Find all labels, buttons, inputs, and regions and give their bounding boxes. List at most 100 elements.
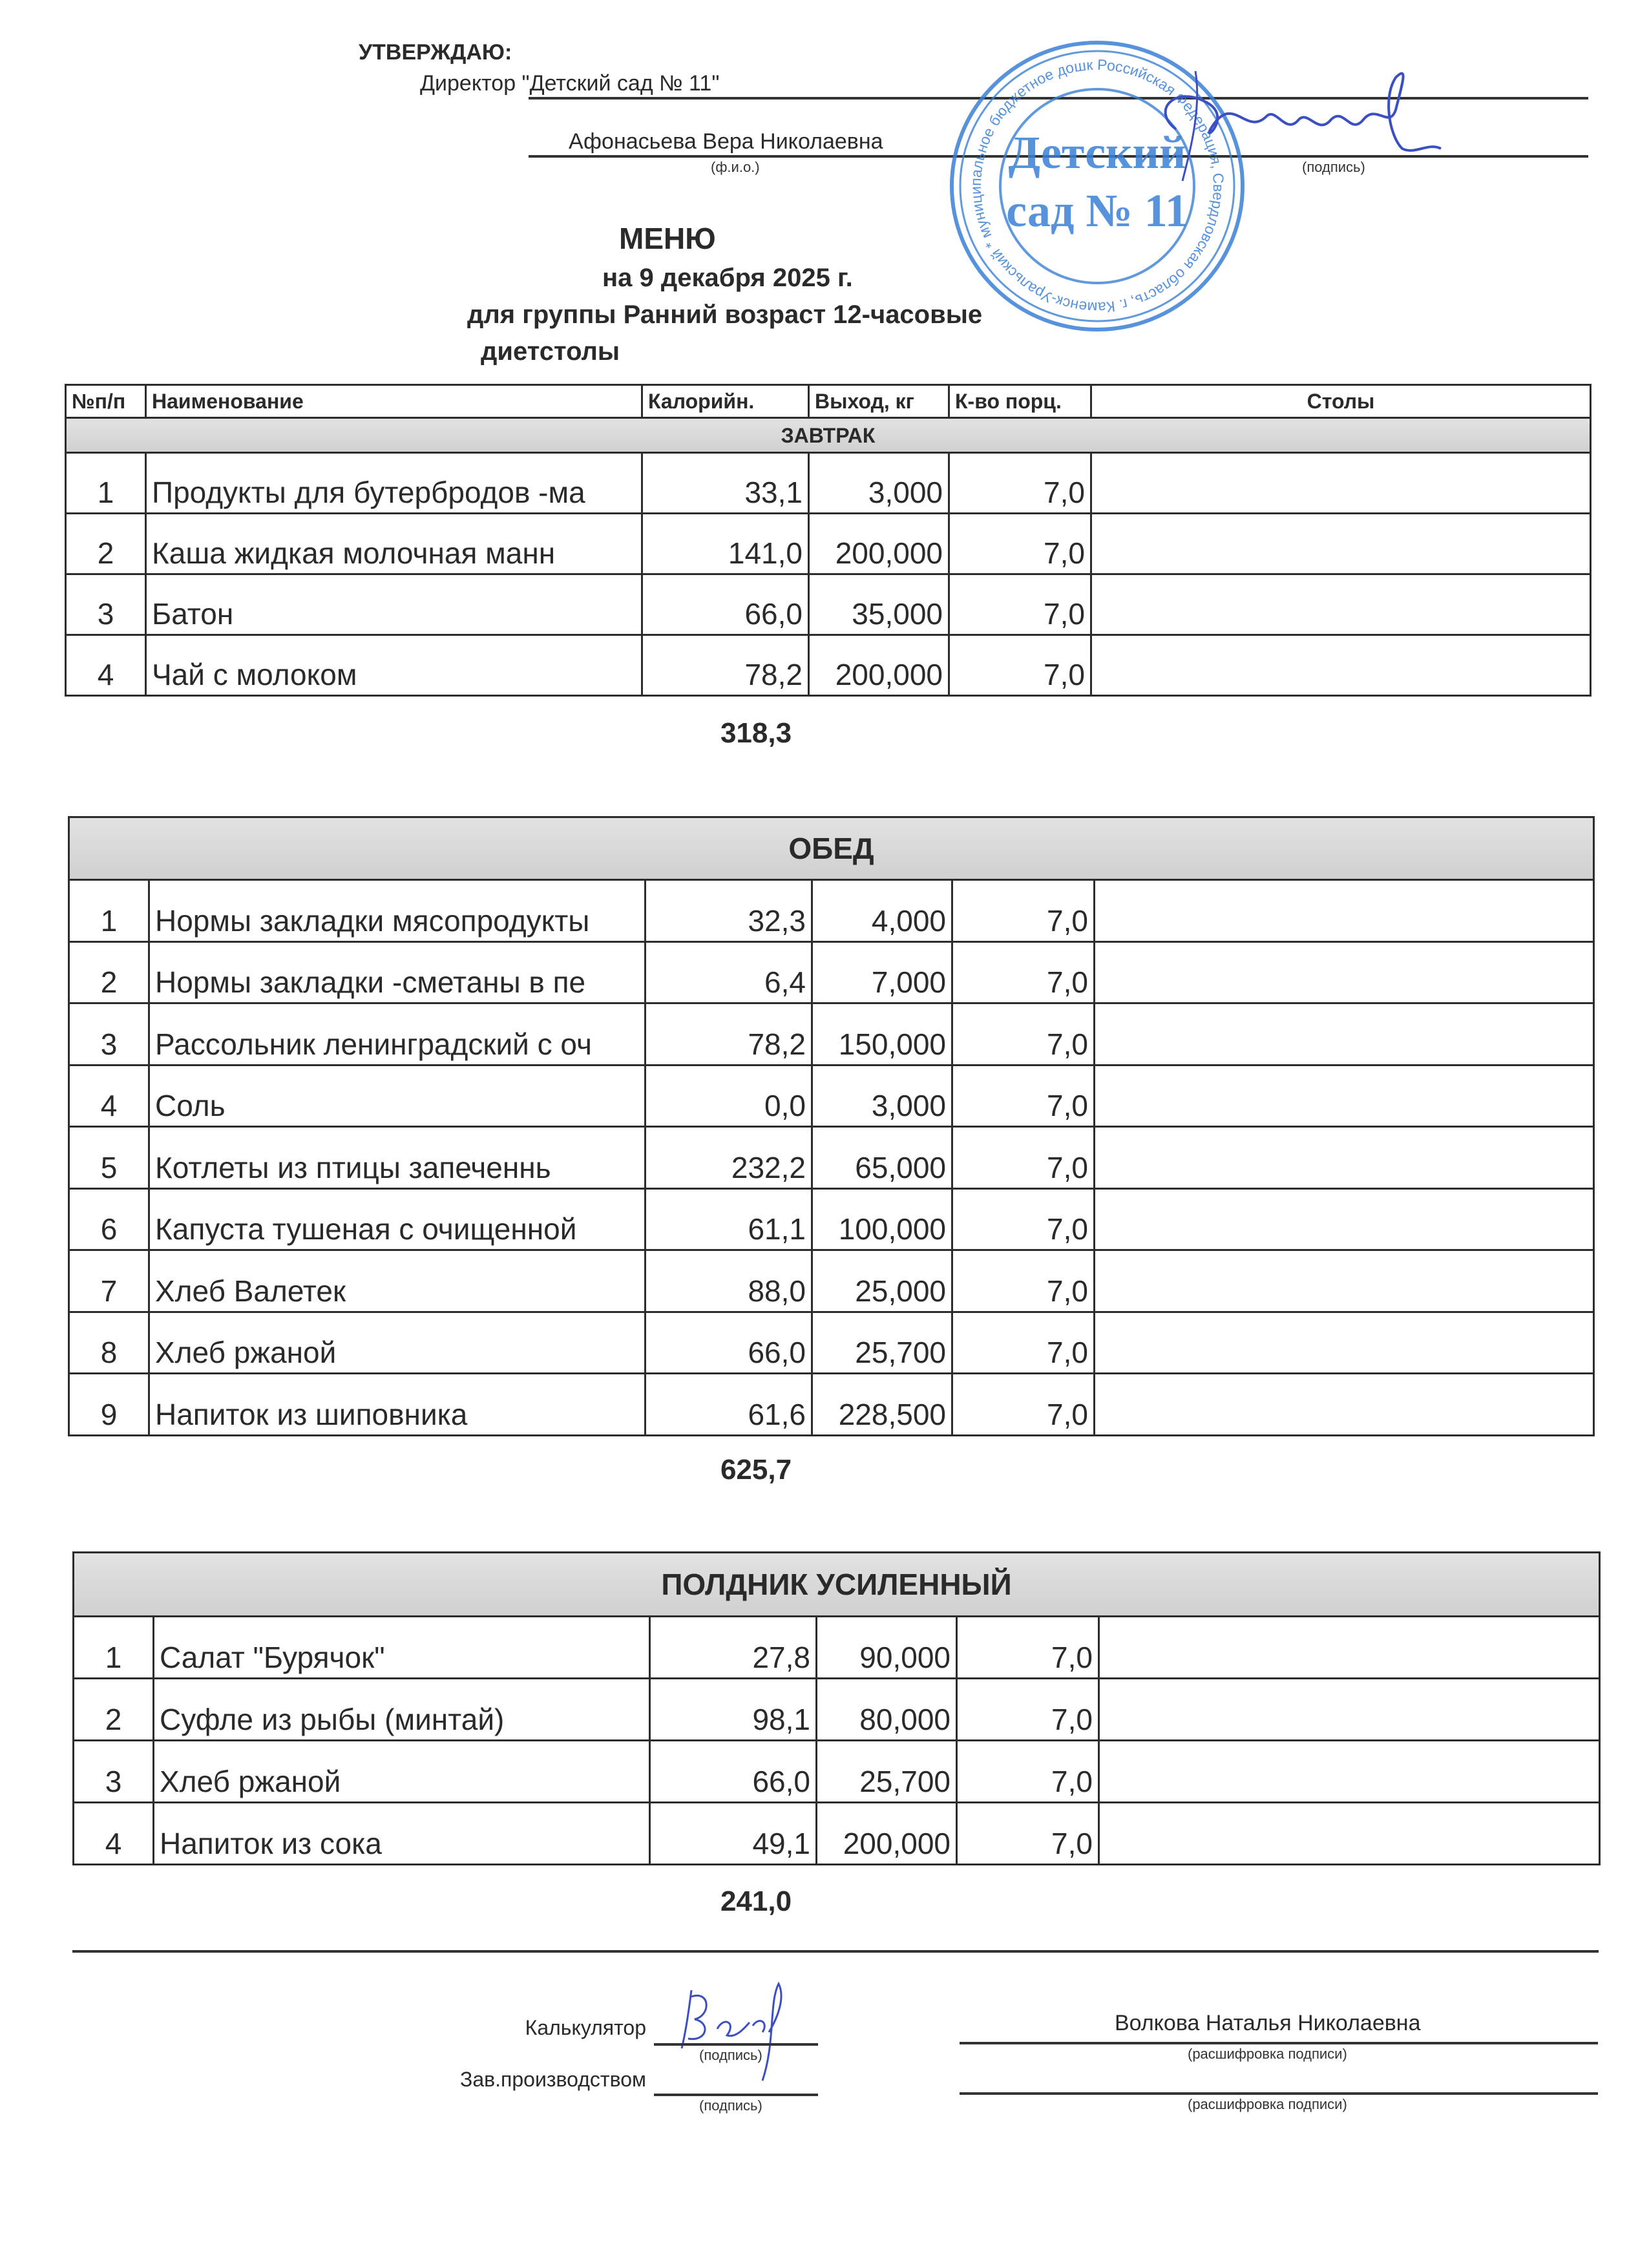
table-row: 1 Салат "Бурячок" 27,8 90,000 7,0	[72, 1615, 1601, 1679]
yield-cell: 90,000	[815, 1615, 958, 1679]
calculator-name: Волкова Наталья Николаевна	[1115, 2011, 1421, 2035]
row-number: 1	[68, 879, 150, 943]
dish-name: Нормы закладки мясопродукты	[148, 879, 646, 943]
portions-cell: 7,0	[948, 512, 1092, 575]
column-header: К-во порц.	[948, 384, 1092, 419]
calories-cell: 66,0	[641, 573, 810, 636]
yield-cell: 3,000	[808, 452, 950, 514]
portions-cell: 7,0	[951, 940, 1095, 1004]
table-row: 1 Продукты для бутербродов -ма 33,1 3,000 7,…	[65, 452, 1591, 514]
calories-cell: 61,1	[644, 1187, 813, 1251]
calculator-name-line	[960, 2042, 1598, 2044]
column-header: Калорийн.	[641, 384, 810, 419]
yield-cell: 100,000	[811, 1187, 953, 1251]
portions-cell: 7,0	[951, 1002, 1095, 1066]
menu-group: для группы Ранний возраст 12-часовые	[467, 300, 983, 329]
portions-cell: 7,0	[956, 1801, 1100, 1865]
section-header-row: ОБЕД	[67, 816, 1595, 881]
svg-text:Детский: Детский	[1008, 127, 1186, 178]
calories-cell: 141,0	[641, 512, 810, 575]
table-row: 4 Чай с молоком 78,2 200,000 7,0	[65, 634, 1591, 697]
signature-caption: (подпись)	[1302, 159, 1365, 175]
calculator-signature-line	[654, 2043, 818, 2046]
yield-cell: 3,000	[811, 1064, 953, 1128]
row-number: 6	[68, 1187, 150, 1251]
calories-cell: 61,6	[644, 1372, 813, 1436]
section-header-row: ПОЛДНИК УСИЛЕННЫЙ	[72, 1551, 1601, 1617]
row-number: 3	[72, 1739, 154, 1803]
portions-cell: 7,0	[948, 634, 1092, 697]
dish-name: Продукты для бутербродов -ма	[145, 452, 643, 514]
dish-name: Напиток из шиповника	[148, 1372, 646, 1436]
name-caption: (ф.и.о.)	[711, 159, 760, 175]
portions-cell: 7,0	[948, 452, 1092, 514]
manager-signature-line	[654, 2094, 818, 2096]
yield-cell: 228,500	[811, 1372, 953, 1436]
dish-name: Напиток из сока	[152, 1801, 651, 1865]
portions-cell: 7,0	[951, 1064, 1095, 1128]
tables-cell	[1098, 1739, 1601, 1803]
yield-cell: 35,000	[808, 573, 950, 636]
dish-name: Хлеб ржаной	[152, 1739, 651, 1803]
tables-cell	[1098, 1615, 1601, 1679]
tables-cell	[1093, 1187, 1595, 1251]
yield-cell: 200,000	[815, 1801, 958, 1865]
row-number: 3	[68, 1002, 150, 1066]
tables-cell	[1093, 1126, 1595, 1190]
calories-cell: 232,2	[644, 1126, 813, 1190]
yield-cell: 200,000	[808, 634, 950, 697]
table-row: 2 Каша жидкая молочная манн 141,0 200,000 7,…	[65, 512, 1591, 575]
calculator-signature-caption: (подпись)	[699, 2047, 762, 2063]
yield-cell: 65,000	[811, 1126, 953, 1190]
calories-cell: 6,4	[644, 940, 813, 1004]
yield-cell: 150,000	[811, 1002, 953, 1066]
portions-cell: 7,0	[951, 879, 1095, 943]
approval-position: Директор "Детский сад № 11"	[420, 71, 720, 96]
tables-cell	[1093, 1064, 1595, 1128]
menu-group-line2: диетстолы	[481, 337, 620, 366]
row-number: 4	[68, 1064, 150, 1128]
section-title: ПОЛДНИК УСИЛЕННЫЙ	[72, 1551, 1601, 1617]
table-row: 7 Хлеб Валетек 88,0 25,000 7,0	[68, 1249, 1595, 1313]
row-number: 2	[72, 1677, 154, 1741]
manager-label: Зав.производством	[460, 2068, 646, 2091]
column-header: Выход, кг	[808, 384, 950, 419]
row-number: 3	[65, 573, 147, 636]
calculator-label: Калькулятор	[525, 2016, 646, 2039]
approver-name: Афонасьева Вера Николаевна	[569, 129, 883, 154]
manager-signature-caption: (подпись)	[699, 2097, 762, 2114]
table-row: 6 Капуста тушеная с очищенной 61,1 100,000 7…	[68, 1187, 1595, 1251]
section-title: ОБЕД	[67, 816, 1595, 881]
tables-cell	[1090, 573, 1591, 636]
organization-stamp: Российская Федерация, Свердловская облас…	[943, 39, 1245, 331]
calories-cell: 78,2	[641, 634, 810, 697]
dish-name: Нормы закладки -сметаны в пе	[148, 940, 646, 1004]
yield-cell: 200,000	[808, 512, 950, 575]
portions-cell: 7,0	[951, 1310, 1095, 1374]
menu-table: №п/п Наименование Калорийн. Выход, кг К-во п…	[65, 384, 1591, 697]
tables-cell	[1093, 1002, 1595, 1066]
footer-divider	[72, 1950, 1599, 1953]
yield-cell: 80,000	[815, 1677, 958, 1741]
portions-cell: 7,0	[951, 1126, 1095, 1190]
row-number: 9	[68, 1372, 150, 1436]
dish-name: Чай с молоком	[145, 634, 643, 697]
calories-cell: 98,1	[649, 1677, 817, 1741]
calculator-signature	[680, 1981, 782, 2081]
section-total-calories: 241,0	[720, 1885, 792, 1917]
tables-cell	[1093, 879, 1595, 943]
yield-cell: 7,000	[811, 940, 953, 1004]
table-row: 5 Котлеты из птицы запеченнь 232,2 65,000 7,…	[68, 1126, 1595, 1190]
column-header: Столы	[1090, 384, 1591, 419]
tables-cell	[1090, 512, 1591, 575]
row-number: 4	[65, 634, 147, 697]
table-row: 8 Хлеб ржаной 66,0 25,700 7,0	[68, 1310, 1595, 1374]
dish-name: Котлеты из птицы запеченнь	[148, 1126, 646, 1190]
tables-cell	[1098, 1801, 1601, 1865]
tables-cell	[1093, 1310, 1595, 1374]
portions-cell: 7,0	[956, 1677, 1100, 1741]
yield-cell: 25,000	[811, 1249, 953, 1313]
name-underline	[529, 155, 1588, 158]
tables-cell	[1090, 634, 1591, 697]
section-total-calories: 625,7	[720, 1454, 792, 1486]
